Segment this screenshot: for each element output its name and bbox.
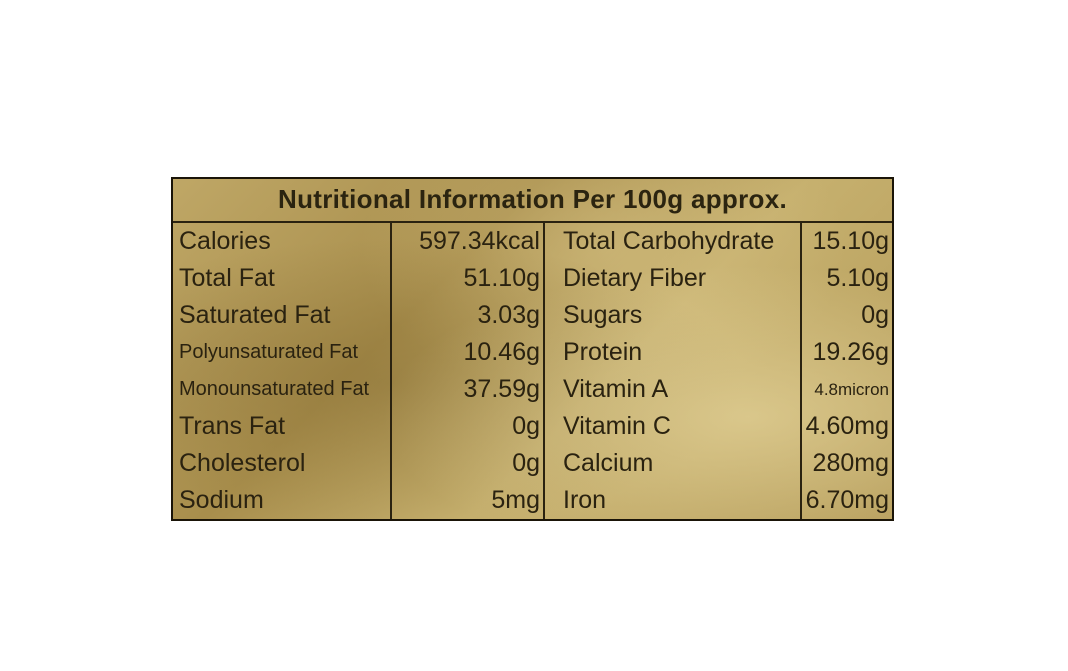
nutrient-value: 0g: [861, 301, 889, 329]
nutrient-value: 0g: [512, 449, 540, 477]
nutrient-name: Polyunsaturated Fat: [179, 341, 358, 363]
nutrient-name: Sugars: [563, 301, 643, 329]
nutrient-name: Monounsaturated Fat: [179, 378, 370, 400]
nutrient-name: Trans Fat: [179, 412, 286, 440]
nutrient-value: 597.34kcal: [419, 227, 540, 255]
nutrient-name: Calcium: [563, 449, 654, 477]
table-row: Total Fat 51.10g Dietary Fiber 5.10g: [173, 260, 892, 297]
nutrient-value: 10.46g: [463, 338, 540, 366]
table-row: Trans Fat 0g Vitamin C 4.60mg: [173, 408, 892, 445]
label-title: Nutritional Information Per 100g approx.: [173, 179, 892, 223]
nutrient-value: 0g: [512, 412, 540, 440]
nutrient-name: Calories: [179, 227, 271, 255]
column-divider: [800, 223, 802, 519]
nutrient-name: Vitamin A: [563, 375, 669, 403]
nutrient-name: Iron: [563, 486, 607, 514]
nutrient-value: 19.26g: [812, 338, 889, 366]
nutrient-name: Cholesterol: [179, 449, 306, 477]
nutrient-name: Dietary Fiber: [563, 264, 707, 292]
nutrient-value: 51.10g: [463, 264, 540, 292]
nutrient-name: Total Fat: [179, 264, 275, 292]
nutrient-name: Vitamin C: [563, 412, 671, 440]
nutrition-label: Nutritional Information Per 100g approx.…: [171, 177, 894, 521]
nutrient-name: Protein: [563, 338, 643, 366]
column-divider: [390, 223, 392, 519]
nutrient-value: 3.03g: [477, 301, 540, 329]
nutrient-name: Sodium: [179, 486, 264, 514]
nutrient-name: Saturated Fat: [179, 301, 331, 329]
table-row: Monounsaturated Fat 37.59g Vitamin A 4.8mic…: [173, 371, 892, 408]
nutrition-table: Calories 597.34kcal Total Carbohydrate 15.1…: [173, 223, 892, 519]
table-row: Saturated Fat 3.03g Sugars 0g: [173, 297, 892, 334]
table-row: Cholesterol 0g Calcium 280mg: [173, 445, 892, 482]
table-row: Calories 597.34kcal Total Carbohydrate 15.1…: [173, 223, 892, 260]
nutrient-value: 37.59g: [463, 375, 540, 403]
table-row: Sodium 5mg Iron 6.70mg: [173, 482, 892, 519]
nutrient-value: 15.10g: [812, 227, 889, 255]
nutrient-value: 6.70mg: [805, 486, 889, 514]
nutrient-value: 4.8micron: [814, 380, 889, 399]
column-divider: [543, 223, 545, 519]
nutrient-value: 5mg: [491, 486, 540, 514]
nutrient-value: 5.10g: [826, 264, 889, 292]
nutrient-name: Total Carbohydrate: [563, 227, 775, 255]
nutrient-value: 4.60mg: [805, 412, 889, 440]
table-row: Polyunsaturated Fat 10.46g Protein 19.26g: [173, 334, 892, 371]
nutrient-value: 280mg: [812, 449, 889, 477]
